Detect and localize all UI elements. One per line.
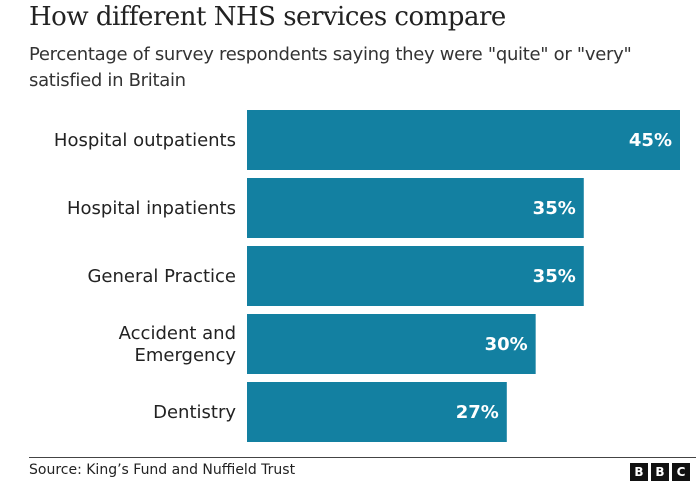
value-label: 35% xyxy=(533,198,576,219)
value-label: 35% xyxy=(533,266,576,287)
category-label: Hospital outpatients xyxy=(54,130,236,151)
footer-divider xyxy=(29,457,696,458)
category-label: Dentistry xyxy=(153,402,236,423)
value-label: 27% xyxy=(456,402,499,423)
category-label-line: Accident and xyxy=(119,323,236,344)
bar-general-practice xyxy=(247,246,584,306)
logo-block: B xyxy=(651,463,669,481)
category-label-line: Emergency xyxy=(134,345,236,366)
category-label-line: Dentistry xyxy=(153,402,236,423)
bar-dentistry xyxy=(247,382,507,442)
category-label: General Practice xyxy=(87,266,236,287)
source-note: Source: King’s Fund and Nuffield Trust xyxy=(29,462,296,478)
bar-hospital-inpatients xyxy=(247,178,584,238)
bbc-logo-icon: B B C xyxy=(630,463,690,481)
bar-hospital-outpatients xyxy=(247,110,680,170)
value-label: 45% xyxy=(629,130,672,151)
category-label-line: Hospital outpatients xyxy=(54,130,236,151)
chart-subtitle: Percentage of survey respondents saying … xyxy=(29,44,632,91)
category-label: Accident and Emergency xyxy=(119,323,237,366)
logo-block: B xyxy=(630,463,648,481)
chart-title: How different NHS services compare xyxy=(29,2,506,32)
value-label: 30% xyxy=(485,334,528,355)
category-label-line: Hospital inpatients xyxy=(67,198,236,219)
category-label-line: General Practice xyxy=(87,266,236,287)
bar-accident-and-emergency xyxy=(247,314,536,374)
category-label: Hospital inpatients xyxy=(67,198,236,219)
logo-block: C xyxy=(672,463,690,481)
